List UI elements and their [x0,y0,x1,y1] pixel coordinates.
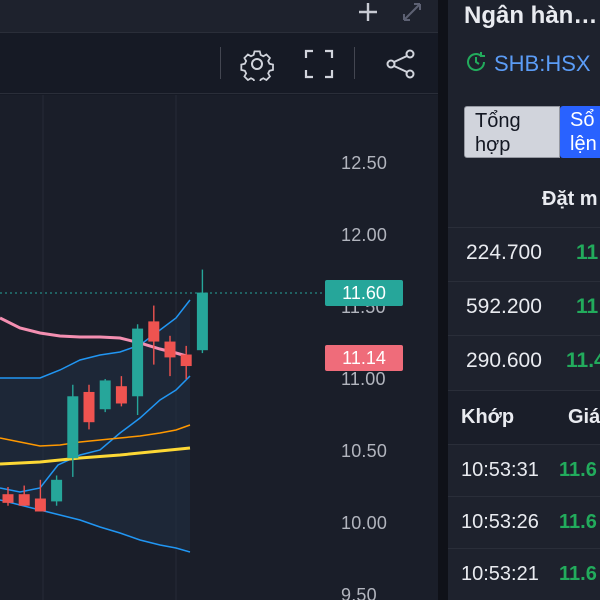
clock-icon [464,50,488,79]
y-tick: 12.50 [341,153,388,173]
panel-title: Ngân hàn… [464,2,598,29]
y-tick: 11.00 [341,369,386,389]
order-volume: 290.600 [466,349,542,372]
candlesticks [2,269,208,512]
order-section-header: Đặt m [542,188,598,210]
ma-yellow-line [0,446,191,466]
y-tick: 10.00 [341,513,388,533]
tab-label: Sổ [570,109,595,131]
trade-price: 11.6 [559,459,597,481]
order-row: 224.700 11 [448,227,600,281]
trades-col-time: Khớp [461,406,515,428]
tab-label: hợp [475,134,511,156]
expand-arrows-icon[interactable] [398,0,426,26]
candle-down [164,341,176,358]
trade-price: 11.6 [559,563,597,585]
order-price: 11 [576,295,599,318]
order-volume: 224.700 [466,241,542,264]
ma-price-tag: 11.14 [325,345,403,371]
pane-divider[interactable] [438,0,448,600]
order-price: 11 [576,241,599,264]
y-tick: 10.50 [341,441,388,461]
candle-up [51,479,63,502]
toolbar-divider [220,47,221,79]
order-row: 592.200 11 [448,281,600,335]
plus-icon[interactable] [354,0,382,26]
y-tick: 9.50 [341,585,377,600]
tab-orders[interactable]: Sổ lện [560,106,600,158]
candle-down [148,321,160,342]
share-icon[interactable] [384,47,418,81]
window-top-strip [0,0,438,32]
candle-down [34,498,46,512]
trade-row: 10:53:21 11.6 [448,548,600,600]
trades-col-price: Giá [568,406,600,428]
ma-blue-line [0,375,191,493]
candle-up [67,396,79,459]
candle-down [115,386,127,404]
last-price-tag: 11.60 [325,280,403,306]
candle-up [99,380,111,410]
right-panel: Ngân hàn… SHB:HSX Tổng hợp Sổ lện Đặt m … [448,0,600,600]
order-price: 11.4 [566,349,600,372]
symbol-label: SHB:HSX [494,51,591,76]
gear-icon[interactable] [240,47,274,84]
candle-down [180,354,192,367]
trade-time: 10:53:26 [461,511,539,533]
price-chart[interactable] [0,95,438,600]
fullscreen-icon[interactable] [302,47,336,81]
trade-time: 10:53:31 [461,459,539,481]
candle-down [2,494,14,503]
trade-time: 10:53:21 [461,563,539,585]
toolbar-divider [354,47,355,79]
tab-label: Tổng [475,110,521,132]
chart-toolbar [0,32,438,94]
bollinger-upper-line [0,299,191,379]
order-volume: 592.200 [466,295,542,318]
tab-summary[interactable]: Tổng hợp [464,106,560,158]
ma-orange-line [0,424,191,447]
trades-header: Khớp Giá [448,390,600,444]
tab-label: lện [570,133,597,155]
y-tick: 12.00 [341,225,388,245]
trade-row: 10:53:31 11.6 [448,444,600,496]
trade-price: 11.6 [559,511,597,533]
trade-row: 10:53:26 11.6 [448,496,600,548]
symbol-row[interactable]: SHB:HSX [464,50,591,78]
chart-pane: 12.50 12.00 11.50 11.00 10.50 10.00 9.50… [0,0,438,600]
candle-up [132,328,144,397]
bollinger-lower-line [0,499,191,553]
candle-down [83,391,95,423]
chart-area[interactable]: 12.50 12.00 11.50 11.00 10.50 10.00 9.50… [0,95,438,600]
order-row: 290.600 11.4 [448,335,600,389]
candle-down [18,494,30,506]
candle-up [196,292,208,351]
